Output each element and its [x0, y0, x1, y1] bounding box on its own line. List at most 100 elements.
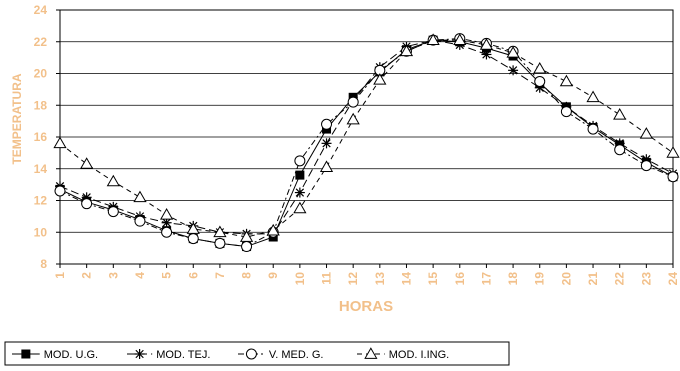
- data-point-v-med-g: [161, 226, 173, 238]
- data-point-mod-iing: [453, 33, 467, 45]
- data-point-mod-iing: [133, 190, 147, 203]
- data-point-mod-iing: [666, 146, 680, 158]
- y-tick-label: 16: [34, 130, 48, 144]
- data-point-mod-iing: [613, 108, 627, 120]
- x-tick-label: 10: [293, 272, 307, 286]
- data-point-v-med-g: [640, 160, 652, 172]
- y-tick-label: 18: [34, 98, 48, 112]
- x-tick-label: 6: [186, 272, 200, 279]
- data-point-v-med-g: [614, 144, 626, 156]
- x-tick-label: 18: [506, 272, 520, 286]
- data-point-mod-iing: [373, 73, 387, 85]
- x-tick-label: 19: [533, 272, 547, 286]
- data-point-v-med-g: [187, 233, 199, 245]
- data-point-v-med-g: [107, 206, 119, 218]
- legend-item-mod-ug: MOD. U.G.: [12, 349, 98, 361]
- x-axis-title: HORAS: [339, 298, 393, 315]
- data-point-mod-iing: [53, 136, 67, 149]
- data-point-mod-tej: [294, 187, 305, 198]
- x-tick-label: 5: [160, 272, 174, 279]
- x-tick-label: 4: [133, 272, 147, 279]
- y-tick-label: 24: [34, 3, 48, 17]
- x-tick-label: 20: [559, 272, 573, 286]
- data-point-mod-iing: [106, 174, 120, 187]
- x-tick-label: 14: [399, 272, 413, 286]
- data-point-v-med-g: [321, 118, 333, 130]
- data-point-v-med-g: [347, 96, 359, 108]
- data-point-v-med-g: [54, 185, 66, 197]
- x-tick-label: 2: [80, 272, 94, 279]
- y-tick-label: 8: [40, 257, 47, 271]
- data-point-legend-v-med-g: [245, 348, 257, 360]
- y-tick-labels: 8 10 12 14 16 18 20 22 24: [34, 3, 60, 271]
- data-point-mod-iing: [213, 225, 227, 238]
- x-tick-label: 9: [266, 272, 280, 279]
- x-tick-label: 16: [453, 272, 467, 286]
- legend-label: V. MED. G.: [269, 349, 324, 361]
- data-point-v-med-g: [134, 215, 146, 227]
- data-point-mod-tej: [481, 49, 492, 60]
- data-point-mod-iing: [399, 44, 414, 57]
- legend-label: MOD. I.ING.: [389, 349, 450, 361]
- legend-label: MOD. TEJ.: [156, 349, 210, 361]
- y-tick-label: 10: [34, 225, 48, 239]
- legend-label: MOD. U.G.: [44, 349, 98, 361]
- y-tick-label: 20: [34, 67, 48, 81]
- x-tick-label: 22: [613, 272, 627, 286]
- data-point-mod-iing: [186, 222, 200, 234]
- data-point-v-med-g: [667, 171, 679, 183]
- series-v-med-g: [54, 33, 679, 253]
- x-tick-label: 21: [586, 272, 600, 286]
- data-point-v-med-g: [214, 237, 226, 249]
- y-axis-title: TEMPERATURA: [10, 73, 24, 164]
- series-lines: [53, 33, 680, 253]
- data-point-mod-iing: [346, 112, 360, 125]
- data-point-v-med-g: [241, 241, 253, 253]
- data-point-v-med-g: [81, 198, 93, 210]
- data-point-mod-iing: [506, 46, 520, 58]
- x-tick-label: 1: [53, 272, 67, 279]
- data-point-mod-iing: [80, 157, 94, 169]
- data-point-mod-iing: [159, 208, 174, 220]
- legend-item-mod-tej: MOD. TEJ.: [127, 349, 210, 361]
- y-tick-label: 22: [34, 35, 48, 49]
- y-tick-label: 14: [34, 162, 48, 176]
- series-line-v-med-g: [59, 38, 674, 248]
- x-tick-label: 8: [240, 272, 254, 279]
- data-point-mod-iing: [559, 74, 574, 87]
- x-tick-label: 15: [426, 272, 440, 286]
- data-point-v-med-g: [560, 106, 572, 118]
- x-tick-label: 17: [479, 272, 493, 286]
- data-point-mod-iing: [479, 38, 494, 50]
- data-point-mod-tej: [508, 65, 519, 76]
- data-point-v-med-g: [587, 123, 599, 135]
- x-tick-label: 11: [320, 272, 334, 285]
- x-tick-label: 7: [213, 272, 227, 279]
- data-point-mod-ug: [295, 170, 305, 180]
- data-point-mod-iing: [293, 201, 307, 214]
- legend-item-mod-iing: MOD. I.ING.: [357, 347, 450, 361]
- x-tick-label: 24: [666, 272, 680, 286]
- data-point-legend-mod-ug: [21, 349, 31, 359]
- data-point-mod-tej: [321, 138, 332, 149]
- data-point-mod-iing: [239, 230, 254, 242]
- x-tick-label: 13: [373, 272, 387, 286]
- y-tick-label: 12: [34, 194, 48, 208]
- data-point-mod-iing: [426, 33, 440, 45]
- legend-item-v-med-g: V. MED. G.: [238, 348, 324, 361]
- x-tick-labels: 1 2 3 4 5 6 7 8 9 10 11 12 13 14 15 16 17 18 19 20 21 22 23 24: [53, 264, 680, 285]
- data-point-mod-iing: [319, 160, 334, 172]
- x-tick-label: 3: [106, 272, 120, 279]
- data-point-mod-iing: [533, 61, 547, 74]
- x-tick-label: 12: [346, 272, 360, 286]
- data-point-legend-mod-iing: [364, 347, 378, 359]
- data-point-mod-iing: [639, 127, 653, 139]
- data-point-mod-iing: [266, 223, 280, 236]
- legend: MOD. U.G. MOD. TEJ. V. MED. G. MOD. I.ING.: [12, 347, 450, 361]
- series-mod-iing: [53, 33, 680, 242]
- x-tick-label: 23: [639, 272, 653, 286]
- data-point-v-med-g: [534, 75, 546, 87]
- data-point-v-med-g: [294, 155, 306, 167]
- data-point-mod-iing: [586, 90, 600, 103]
